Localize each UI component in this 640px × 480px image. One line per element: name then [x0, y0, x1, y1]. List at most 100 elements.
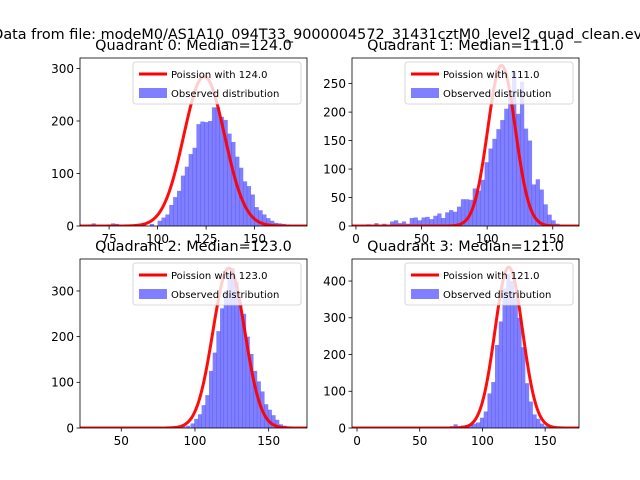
x-tick-label: 100 [146, 232, 169, 246]
histogram-bar [149, 223, 155, 226]
histogram-bar [433, 215, 438, 226]
histogram-bar [449, 210, 454, 226]
histogram-bar [216, 331, 221, 428]
histogram-bar [479, 417, 484, 428]
histogram-bar [496, 129, 501, 226]
histogram-bar [504, 108, 509, 226]
y-tick-label: 250 [323, 77, 346, 91]
histogram-bar [484, 162, 489, 226]
histogram-bar [249, 354, 254, 428]
histogram-bar [235, 156, 240, 226]
histogram-bar [246, 186, 252, 226]
plot-area [80, 74, 307, 226]
histogram-bar [437, 213, 442, 226]
histogram-bar [173, 197, 178, 226]
histogram-bar [253, 370, 258, 428]
histogram-bar [211, 107, 217, 226]
histogram-bar [476, 422, 481, 428]
y-tick-label: 150 [323, 134, 346, 148]
histogram-bar [271, 415, 276, 428]
histogram-bar [393, 220, 399, 226]
histogram-bar [197, 414, 202, 428]
x-tick-label: 50 [412, 434, 427, 448]
histogram-bar [227, 272, 232, 428]
histogram-bar [215, 107, 220, 226]
x-tick-label: 50 [114, 434, 129, 448]
histogram-bar [516, 113, 521, 226]
histogram-bar [472, 188, 477, 226]
y-tick-label: 300 [323, 311, 346, 325]
subplot-title: Quadrant 0: Median=124.0 [95, 38, 292, 54]
legend-observed-label: Observed distribution [171, 89, 279, 100]
histogram-bar [192, 147, 197, 226]
legend-poisson-label: Poission with 121.0 [443, 271, 539, 282]
legend-observed-label: Observed distribution [171, 290, 279, 301]
histogram-bar [157, 220, 162, 226]
histogram-bar [535, 179, 540, 226]
histogram-bar [165, 214, 170, 226]
histogram-bar [536, 418, 541, 428]
x-tick-label: 0 [352, 232, 360, 246]
x-tick-label: 100 [184, 434, 207, 448]
subplot-quadrant-0: 75 100 125 150 0 100 200 300 Quadrant 0: Median=… [51, 38, 308, 246]
histogram-bar [472, 423, 477, 428]
histogram-bar [531, 184, 536, 226]
histogram-bar [498, 321, 503, 428]
histogram-bar [184, 166, 189, 226]
legend-observed-swatch [139, 88, 167, 98]
poisson-curve [352, 265, 579, 428]
histogram-bar [208, 121, 213, 226]
histogram-bar [543, 204, 548, 226]
y-tick-label: 100 [323, 162, 346, 176]
x-tick-label: 100 [476, 232, 499, 246]
y-tick-label: 400 [323, 274, 346, 288]
histogram-bar [161, 217, 166, 226]
histogram-bar [401, 221, 407, 226]
y-tick-label: 0 [66, 219, 74, 233]
histogram-bar [527, 140, 533, 226]
histogram-bar [491, 382, 496, 428]
histogram-bar [254, 207, 259, 226]
histogram-bar [169, 205, 174, 226]
histogram-bar [180, 175, 186, 226]
histogram-bar [242, 313, 247, 428]
y-tick-label: 0 [338, 421, 346, 435]
legend-frame [132, 61, 302, 105]
legend-observed-swatch [411, 88, 439, 98]
legend: Poission with 111.0 Observed distribution [404, 61, 574, 105]
x-tick-label: 150 [541, 232, 564, 246]
histogram-bar [453, 424, 458, 428]
plot-area [352, 265, 579, 428]
histogram-bar [528, 401, 533, 428]
histogram-bar [258, 210, 263, 226]
y-tick-label: 200 [51, 114, 74, 128]
histogram-bar [425, 216, 430, 226]
histogram-bar [513, 298, 518, 428]
histogram-bar [521, 347, 526, 428]
histogram-bar [223, 119, 228, 226]
histogram-bar [194, 418, 199, 428]
legend-observed-label: Observed distribution [443, 290, 551, 301]
legend-frame [404, 262, 574, 306]
legend: Poission with 121.0 Observed distribution [404, 262, 574, 306]
plot-area [352, 63, 579, 226]
histogram-bar [227, 133, 232, 226]
y-tick-label: 0 [66, 421, 74, 435]
histogram-bar [245, 336, 250, 428]
histogram-bar [532, 414, 537, 428]
histogram-bar [181, 426, 186, 428]
histogram-bar [487, 393, 492, 428]
plot-area [80, 266, 307, 428]
legend: Poission with 124.0 Observed distribution [132, 61, 302, 105]
histogram-bar [417, 220, 422, 226]
histogram-bar [223, 290, 228, 428]
histogram-bar [539, 189, 544, 226]
y-tick-label: 200 [51, 330, 74, 344]
x-tick-label: 150 [534, 434, 557, 448]
y-tick-label: 300 [51, 284, 74, 298]
y-tick-label: 100 [323, 385, 346, 399]
subplot-title: Quadrant 2: Median=123.0 [95, 239, 292, 255]
x-tick-label: 0 [353, 434, 361, 448]
histogram-bar [456, 206, 462, 226]
